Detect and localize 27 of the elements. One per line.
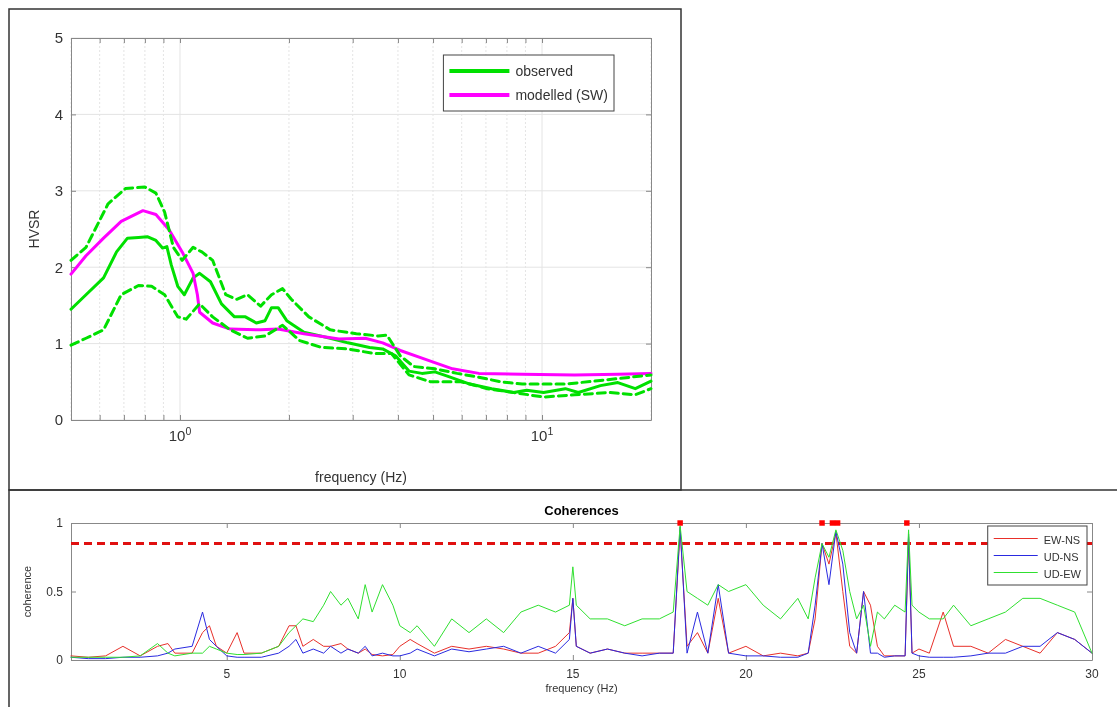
y-tick-label: 3 [54,182,63,200]
legend-label: UD-NS [1043,550,1079,563]
x-tick-label: 10$^{1}$ [530,425,554,444]
y-tick-label: 5 [54,29,63,47]
legend-label: modelled (SW) [515,87,608,103]
y-axis-title: HVSR [26,209,42,249]
y-axis-title: coherence [21,565,33,618]
x-tick-label: 15 [566,667,580,681]
y-tick-label: 0 [54,411,63,429]
legend-label: UD-EW [1043,567,1082,580]
x-tick-label: 25 [912,667,926,681]
x-tick-label: 20 [739,667,753,681]
y-tick-label: 1 [54,334,63,352]
x-axis-title: frequency (Hz) [545,682,618,694]
x-axis-title: frequency (Hz) [315,469,407,485]
y-tick-label: 0.5 [46,584,64,599]
x-tick-label: 30 [1085,667,1099,681]
x-tick-label: 10 [393,667,407,681]
y-tick-label: 0 [56,653,64,668]
y-tick-label: 2 [54,258,63,276]
legend-label: EW-NS [1043,533,1081,546]
legend-label: observed [515,63,573,79]
y-tick-label: 4 [54,105,63,123]
x-tick-label: 10$^{0}$ [168,425,192,444]
x-tick-label: 5 [223,667,231,681]
y-tick-label: 1 [56,516,64,531]
chart-title: Coherences [544,503,619,518]
